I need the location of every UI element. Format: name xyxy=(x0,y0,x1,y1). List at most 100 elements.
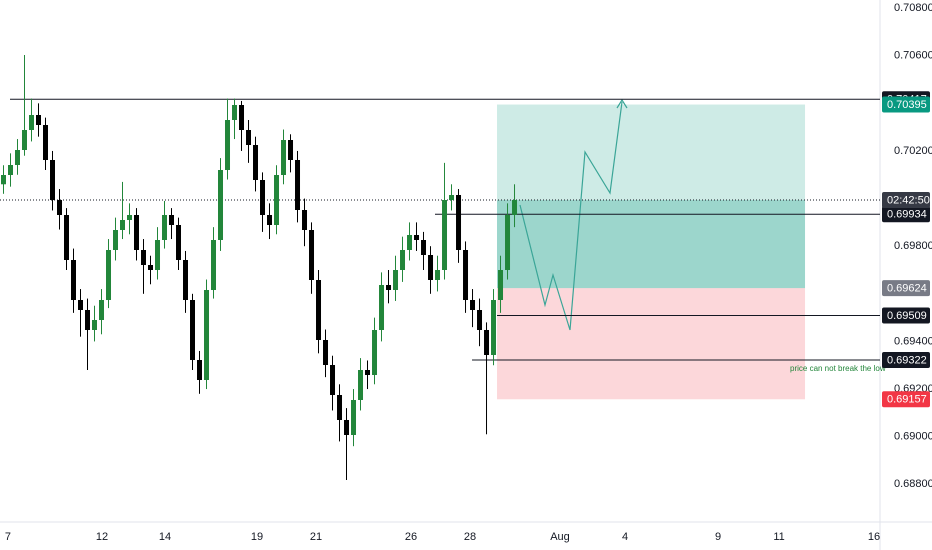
candle-body xyxy=(225,120,231,170)
x-tick-label: 19 xyxy=(251,531,263,543)
countdown-badge xyxy=(882,192,930,208)
candle-body xyxy=(484,330,490,355)
candle-body xyxy=(176,225,182,260)
y-tick-label: 0.70200 xyxy=(894,145,932,157)
y-tick-label: 0.68800 xyxy=(894,478,932,490)
x-tick-label: 26 xyxy=(405,531,417,543)
profit-fill xyxy=(497,200,806,289)
candle-body xyxy=(393,270,399,290)
candle-body xyxy=(365,370,371,375)
candle-body xyxy=(449,195,455,200)
countdown-badge-text: 02:42:50 xyxy=(887,194,930,206)
y-tick-label: 0.69400 xyxy=(894,335,932,347)
level-badge-text: 0.69509 xyxy=(887,310,927,322)
target-badge xyxy=(882,96,930,113)
candle-body xyxy=(57,200,63,215)
candle-body xyxy=(302,210,308,230)
candle-body xyxy=(141,250,147,265)
candle-body xyxy=(50,160,56,200)
x-tick-label: 11 xyxy=(773,531,784,543)
level-badge xyxy=(882,307,930,324)
candle-body xyxy=(190,300,196,360)
candle-body xyxy=(330,365,336,395)
candle-body xyxy=(505,215,511,270)
candle-body xyxy=(85,310,91,330)
candle-body xyxy=(1,175,7,185)
candle-body xyxy=(477,310,483,330)
stop-zone xyxy=(497,288,806,400)
candle-body xyxy=(512,200,518,215)
candle-body xyxy=(22,130,28,150)
candle-body xyxy=(267,215,273,225)
candle-body xyxy=(498,270,504,300)
stop-badge-text: 0.69157 xyxy=(887,394,927,406)
candle-body xyxy=(456,195,462,250)
candle-body xyxy=(204,290,210,380)
target-badge-text: 0.70395 xyxy=(887,99,927,111)
candle-body xyxy=(316,280,322,340)
level-badge-text: 0.69934 xyxy=(887,209,927,221)
entry-badge xyxy=(882,280,930,297)
candle-body xyxy=(113,230,119,250)
candle-body xyxy=(386,285,392,290)
candle-body xyxy=(260,180,266,215)
y-tick-label: 0.69800 xyxy=(894,240,932,252)
candle-body xyxy=(232,105,238,120)
candle-body xyxy=(218,170,224,240)
candle-body xyxy=(407,235,413,250)
candle-body xyxy=(281,140,287,175)
candle-body xyxy=(64,215,70,260)
candle-body xyxy=(162,215,168,240)
x-tick-label: Aug xyxy=(550,531,570,543)
candle-body xyxy=(344,420,350,435)
candle-body xyxy=(358,370,364,400)
x-tick-label: 28 xyxy=(464,531,476,543)
candle-body xyxy=(414,235,420,240)
target-zone xyxy=(497,104,806,289)
candle-body xyxy=(211,240,217,290)
y-tick-label: 0.69000 xyxy=(894,431,932,443)
candle-body xyxy=(120,220,126,230)
y-tick-label: 0.70600 xyxy=(894,50,932,62)
candle-body xyxy=(323,340,329,365)
candle-body xyxy=(253,145,259,180)
candle-body xyxy=(29,115,35,130)
entry-badge-text: 0.69624 xyxy=(887,283,927,295)
candle-body xyxy=(274,175,280,225)
candle-body xyxy=(309,230,315,280)
candle-body xyxy=(421,240,427,255)
candle-body xyxy=(134,215,140,250)
y-tick-label: 0.70800 xyxy=(894,2,932,14)
candle-body xyxy=(442,200,448,270)
candle-body xyxy=(428,255,434,280)
candle-body xyxy=(435,270,441,280)
x-tick-label: 7 xyxy=(5,531,11,543)
candle-body xyxy=(470,300,476,310)
candle-body xyxy=(43,125,49,160)
projection-arrow xyxy=(519,101,623,331)
x-tick-label: 21 xyxy=(310,531,322,543)
stop-badge xyxy=(882,391,930,408)
candle-body xyxy=(8,165,14,175)
candle-body xyxy=(379,285,385,330)
level-badge xyxy=(882,352,930,368)
candle-body xyxy=(239,105,245,130)
candle-body xyxy=(155,240,161,270)
candle-body xyxy=(78,300,84,310)
x-tick-label: 4 xyxy=(622,531,628,543)
x-tick-label: 16 xyxy=(868,531,880,543)
candle-body xyxy=(127,215,133,220)
candle-body xyxy=(197,360,203,380)
x-tick-label: 14 xyxy=(159,531,171,543)
candle-body xyxy=(491,300,497,355)
candle-body xyxy=(169,215,175,225)
candle-body xyxy=(15,150,21,165)
x-tick-label: 9 xyxy=(715,531,721,543)
x-tick-label: 12 xyxy=(96,531,108,543)
candle-body xyxy=(246,130,252,145)
candle-body xyxy=(463,250,469,300)
candle-body xyxy=(372,330,378,375)
candle-body xyxy=(400,250,406,270)
annotation: price can not break the low xyxy=(790,364,886,373)
